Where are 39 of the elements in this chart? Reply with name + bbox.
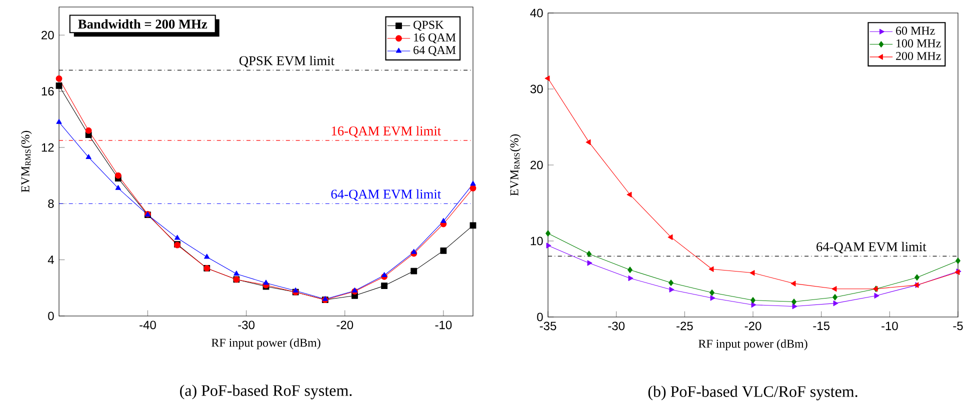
text: (a) PoF-based RoF system. [180, 384, 352, 400]
y-tick-label: 0 [537, 312, 543, 322]
x-axis-title: RF input power (dBm) [698, 339, 808, 350]
legend-label: 16 QAM [414, 33, 456, 44]
y-tick-label: 30 [530, 84, 543, 94]
x-tick-label: -25 [676, 322, 693, 330]
x-tick-label: -30 [238, 320, 254, 330]
y-tick-label: 0 [48, 312, 54, 320]
x-axis-title: RF input power (dBm) [212, 338, 320, 350]
y-axis-title: EVM$_{RMS}$(%) [20, 130, 32, 192]
x-tick-label: -30 [608, 322, 625, 330]
x-tick-label: -35 [540, 322, 556, 330]
text: (b) PoF-based VLC/RoF system. [648, 386, 858, 400]
x-tick-label: -10 [882, 322, 898, 330]
x-tick-label: -20 [744, 322, 762, 330]
y-tick-label: 8 [48, 199, 54, 208]
y-tick-label: 12 [42, 143, 54, 152]
ref-line-label: 64-QAM EVM limit [331, 189, 442, 201]
y-tick-label: 40 [530, 8, 543, 18]
legend-label: 200 MHz [896, 52, 941, 60]
y-axis-title: EVM$_{RMS}$(%) [510, 134, 521, 196]
x-tick-label: -20 [336, 320, 354, 330]
x-tick-label: -15 [813, 322, 830, 330]
legend-label: QPSK [414, 20, 444, 31]
y-tick-label: 4 [48, 256, 54, 264]
legend-label: 64 QAM [414, 46, 456, 56]
y-tick-label: 16 [42, 87, 54, 96]
x-tick-label: -40 [140, 320, 156, 330]
x-tick-label: -10 [435, 320, 452, 330]
legend-label: 100 MHz [896, 39, 941, 48]
annotation: Bandwidth = 200 MHz [78, 19, 208, 29]
ref-line-label: 64-QAM EVM limit [816, 242, 926, 254]
legend-label: 60 MHz [896, 26, 935, 35]
y-tick-label: 20 [530, 160, 543, 170]
x-tick-label: -5 [953, 322, 963, 330]
y-tick-label: 10 [530, 236, 543, 246]
ref-line-label: 16-QAM EVM limit [332, 126, 442, 138]
y-tick-label: 20 [42, 30, 54, 40]
ref-line-label: QPSK EVM limit [239, 56, 334, 68]
